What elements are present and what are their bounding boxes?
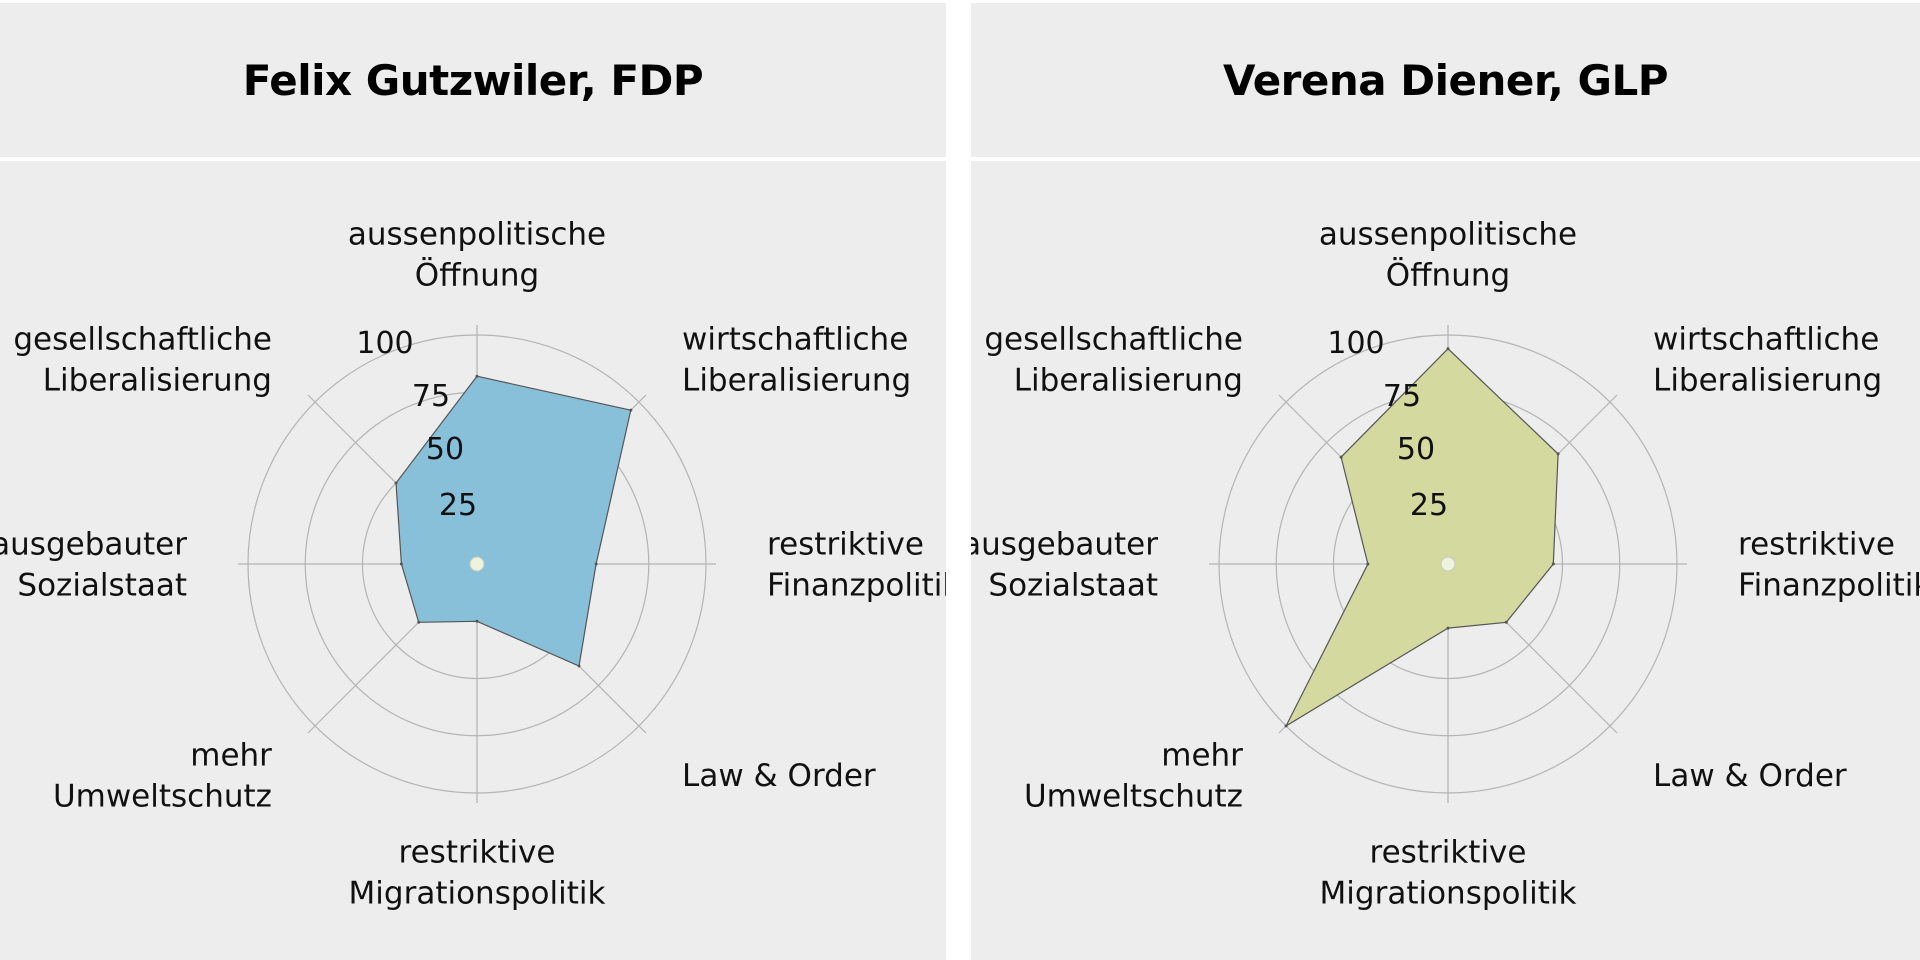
radial-tick-label: 50 xyxy=(1397,432,1435,467)
axis-label: gesellschaftliche xyxy=(984,321,1243,357)
axis-label: Finanzpolitik xyxy=(1738,568,1920,604)
axis-label: Migrationspolitik xyxy=(1320,876,1577,912)
data-point xyxy=(399,562,403,566)
radar-panel-left: Felix Gutzwiler, FDP 25 50 75 100 aussenpoli… xyxy=(0,3,946,960)
panel-header: Felix Gutzwiler, FDP xyxy=(0,3,946,161)
data-point xyxy=(1366,562,1370,566)
axis-label: Liberalisierung xyxy=(1653,362,1882,398)
center-dot xyxy=(469,556,485,572)
data-area xyxy=(395,375,632,667)
radial-tick-label: 50 xyxy=(426,432,464,467)
data-point xyxy=(1339,455,1343,459)
radial-tick-label: 25 xyxy=(1410,488,1448,523)
axis-label: ausgebauter xyxy=(971,527,1158,563)
data-point xyxy=(475,374,479,378)
data-point xyxy=(1284,724,1288,728)
data-point xyxy=(1504,620,1508,624)
axis-label: Migrationspolitik xyxy=(349,876,606,912)
radar-panel-right: Verena Diener, GLP 25 50 75 100 aussenpoliti… xyxy=(971,3,1920,960)
axis-label: mehr xyxy=(190,738,272,774)
axis-label: restriktive xyxy=(767,527,924,563)
axis-label: Umweltschutz xyxy=(53,779,272,815)
axis-label: Sozialstaat xyxy=(17,568,187,604)
data-area xyxy=(1284,347,1559,728)
data-point xyxy=(577,664,581,668)
radial-tick-label: 100 xyxy=(356,326,413,361)
axis-label: Law & Order xyxy=(682,758,876,794)
axis-label: wirtschaftliche xyxy=(682,321,908,357)
radar-chart: 25 50 75 100 aussenpolitische Öffnung wirtscha… xyxy=(0,217,946,912)
data-point xyxy=(629,408,633,412)
radial-tick-label: 25 xyxy=(439,488,477,523)
axis-label: Öffnung xyxy=(415,257,539,294)
axis-label: Sozialstaat xyxy=(988,568,1158,604)
axis-label: restriktive xyxy=(1370,835,1527,871)
axis-label: Finanzpolitik xyxy=(767,568,946,604)
axis-label: ausgebauter xyxy=(0,527,187,563)
axis-label: Liberalisierung xyxy=(682,362,911,398)
data-point xyxy=(1446,347,1450,351)
axis-label: restriktive xyxy=(399,835,556,871)
chart-title: Verena Diener, GLP xyxy=(1222,55,1669,105)
data-point xyxy=(594,562,598,566)
axis-label: Liberalisierung xyxy=(43,362,272,398)
data-point xyxy=(1556,452,1560,456)
data-point xyxy=(1446,626,1450,630)
center-dot xyxy=(1440,556,1456,572)
radial-tick-label: 100 xyxy=(1327,326,1384,361)
chart-title: Felix Gutzwiler, FDP xyxy=(242,55,704,105)
axis-label: Liberalisierung xyxy=(1014,362,1243,398)
axis-label: aussenpolitische xyxy=(1319,217,1577,253)
data-point xyxy=(475,619,479,623)
axis-label: gesellschaftliche xyxy=(13,321,272,357)
axis-label: mehr xyxy=(1161,738,1243,774)
panel-header: Verena Diener, GLP xyxy=(971,3,1920,161)
data-point xyxy=(394,481,398,485)
radar-chart: 25 50 75 100 aussenpolitische Öffnung wirtscha… xyxy=(971,217,1920,912)
axis-label: Umweltschutz xyxy=(1024,779,1243,815)
axis-label: restriktive xyxy=(1738,527,1895,563)
data-point xyxy=(1551,562,1555,566)
radial-tick-label: 75 xyxy=(1383,379,1421,414)
axis-label: Law & Order xyxy=(1653,758,1847,794)
axis-label: wirtschaftliche xyxy=(1653,321,1879,357)
axis-label: Öffnung xyxy=(1386,257,1510,294)
radial-tick-label: 75 xyxy=(412,379,450,414)
data-point xyxy=(417,620,421,624)
axis-label: aussenpolitische xyxy=(348,217,606,253)
